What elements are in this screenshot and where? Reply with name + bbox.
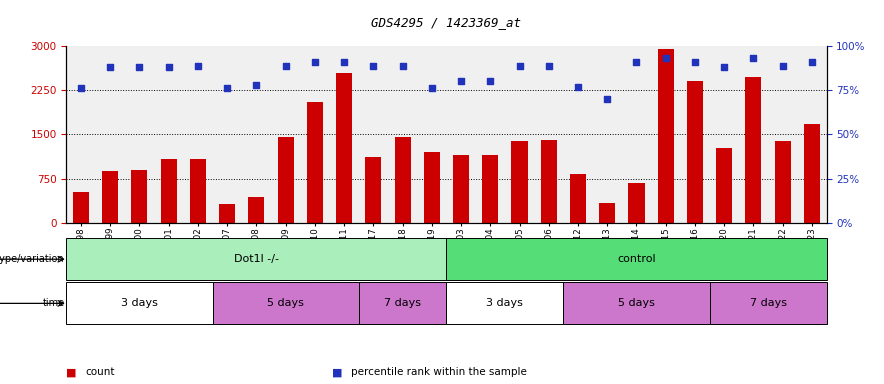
Text: ■: ■ <box>332 367 342 377</box>
Bar <box>658 49 674 223</box>
Text: 5 days: 5 days <box>618 298 655 308</box>
Bar <box>278 137 293 223</box>
Text: ■: ■ <box>66 367 77 377</box>
Bar <box>365 157 381 223</box>
Bar <box>541 140 557 223</box>
Point <box>133 64 147 70</box>
Bar <box>563 282 710 324</box>
Bar <box>710 282 827 324</box>
Bar <box>72 192 89 223</box>
Point <box>191 63 205 69</box>
Bar <box>336 73 352 223</box>
Bar <box>599 203 615 223</box>
Bar <box>190 159 206 223</box>
Bar <box>716 148 732 223</box>
Bar <box>453 155 469 223</box>
Text: time: time <box>42 298 65 308</box>
Point <box>484 78 498 84</box>
Point <box>542 63 556 69</box>
Bar <box>212 282 359 324</box>
Point <box>775 63 789 69</box>
Point <box>717 64 731 70</box>
Bar <box>446 282 563 324</box>
Text: 5 days: 5 days <box>267 298 304 308</box>
Bar <box>483 155 499 223</box>
Bar <box>219 204 235 223</box>
Bar <box>804 124 820 223</box>
Bar <box>446 238 827 280</box>
Bar <box>774 141 790 223</box>
Point <box>454 78 469 84</box>
Text: 7 days: 7 days <box>750 298 787 308</box>
Point <box>249 82 263 88</box>
Point <box>278 63 293 69</box>
Point <box>220 85 234 91</box>
Point <box>337 59 351 65</box>
Point <box>162 64 176 70</box>
Bar <box>423 152 440 223</box>
Point <box>659 55 673 61</box>
Point <box>513 63 527 69</box>
Text: count: count <box>86 367 115 377</box>
Point <box>308 59 322 65</box>
Point <box>804 59 819 65</box>
Point <box>600 96 614 102</box>
Bar <box>394 137 410 223</box>
Point <box>629 59 644 65</box>
Bar <box>745 77 761 223</box>
Bar <box>132 170 148 223</box>
Point <box>74 85 88 91</box>
Point <box>424 85 438 91</box>
Bar <box>359 282 446 324</box>
Text: 3 days: 3 days <box>121 298 158 308</box>
Bar <box>687 81 703 223</box>
Bar <box>66 238 446 280</box>
Bar <box>103 172 118 223</box>
Text: genotype/variation: genotype/variation <box>0 254 65 264</box>
Bar <box>512 141 528 223</box>
Text: percentile rank within the sample: percentile rank within the sample <box>351 367 527 377</box>
Bar <box>629 183 644 223</box>
Bar <box>161 159 177 223</box>
Point <box>688 59 702 65</box>
Bar <box>66 282 212 324</box>
Bar <box>570 174 586 223</box>
Point <box>746 55 760 61</box>
Text: control: control <box>617 254 656 264</box>
Bar <box>307 102 323 223</box>
Point <box>571 84 585 90</box>
Point <box>103 64 118 70</box>
Text: 7 days: 7 days <box>384 298 421 308</box>
Text: GDS4295 / 1423369_at: GDS4295 / 1423369_at <box>371 16 522 29</box>
Point <box>395 63 409 69</box>
Bar <box>248 197 264 223</box>
Text: Dot1l -/-: Dot1l -/- <box>234 254 278 264</box>
Point <box>366 63 380 69</box>
Text: 3 days: 3 days <box>486 298 523 308</box>
